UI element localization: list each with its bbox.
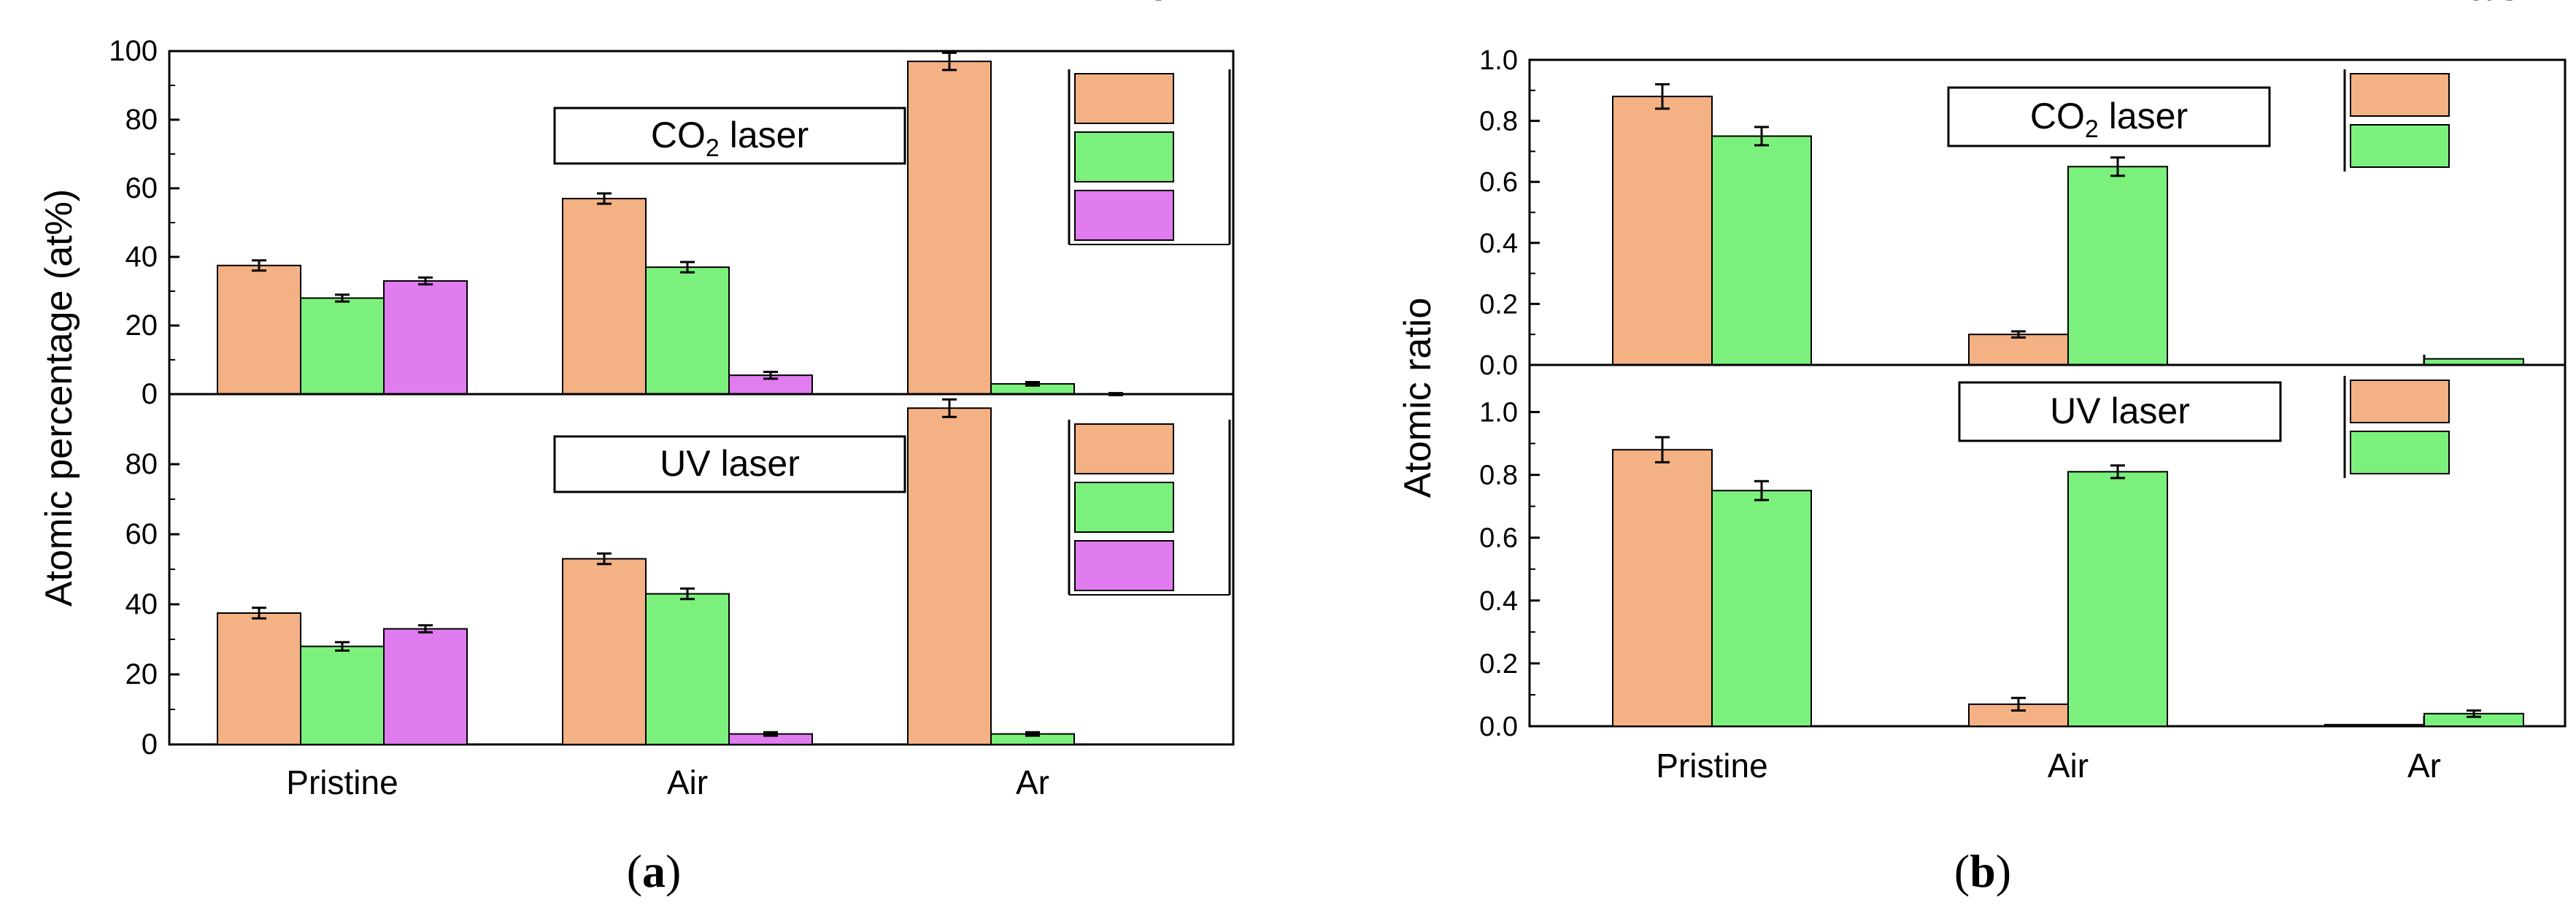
y-tick-label: 0.4 <box>1479 586 1518 617</box>
y-tick-label: 0.0 <box>1479 712 1518 742</box>
y-tick-label: 100 <box>109 35 158 67</box>
bar-OC-air <box>1968 334 2069 366</box>
subplot-title: UV laser <box>660 443 800 484</box>
legend: CNO <box>1068 0 1231 245</box>
y-tick-label: 40 <box>126 588 158 620</box>
category-label-ar: Ar <box>2407 747 2441 785</box>
bar-N-air <box>645 266 730 395</box>
category-label-ar: Ar <box>1016 763 1049 801</box>
y-tick-label: 0 <box>142 728 158 761</box>
bar-O-pristine <box>383 628 468 745</box>
legend-label: O/C <box>2464 0 2521 7</box>
bar-OC-ar <box>2324 723 2425 728</box>
y-tick-label: 0.0 <box>1479 350 1518 381</box>
y-tick-label: 0 <box>142 378 158 410</box>
bar-C-ar <box>907 61 992 395</box>
y-tick-label: 20 <box>126 658 158 690</box>
panel-a-chart: 0 20 40 60 80 100 CO2 laser CNO 0 20 40 60 80 UV lase… <box>38 0 1235 801</box>
legend: O/CN/C <box>2343 0 2521 478</box>
y-tick-label: 1.0 <box>1479 398 1518 428</box>
y-tick-label: 60 <box>126 518 158 550</box>
legend-swatch-NC <box>2350 124 2450 168</box>
subplot-co2: 0.0 0.2 0.4 0.6 0.8 1.0 CO2 laser O/CN/C <box>1479 0 2567 381</box>
legend-swatch-O <box>1074 540 1174 591</box>
y-axis-label: Atomic percentage (at%) <box>38 189 80 607</box>
subplot-title: CO2 laser <box>2030 96 2188 143</box>
panel-a-label: (a) <box>627 845 682 897</box>
subplot-title-box <box>1958 381 2282 442</box>
legend-label: N <box>1146 0 1171 8</box>
category-label-air: Air <box>667 763 708 801</box>
bar-N-pristine <box>300 297 385 395</box>
y-tick-label: 40 <box>126 241 158 273</box>
bar-NC-pristine <box>1711 135 1812 366</box>
y-tick-label: 0.6 <box>1479 167 1518 198</box>
bar-N-pristine <box>300 645 385 745</box>
bar-OC-pristine <box>1612 449 1713 728</box>
legend-swatch-N <box>1074 482 1174 533</box>
legend-label: N <box>1146 0 1171 8</box>
legend-swatch-C <box>1074 73 1174 124</box>
y-tick-label: 60 <box>126 172 158 204</box>
legend-swatch-NC <box>2350 431 2450 474</box>
y-tick-label: 0.6 <box>1479 523 1518 554</box>
y-tick-label: 80 <box>126 448 158 480</box>
subplot-title: UV laser <box>2050 390 2190 431</box>
bar-NC-air <box>2067 471 2168 727</box>
y-axis-label: Atomic ratio <box>1397 298 1439 498</box>
y-tick-label: 0.4 <box>1479 228 1518 259</box>
y-tick-label: 0.8 <box>1479 107 1518 137</box>
panel-b-label: (b) <box>1954 845 2011 897</box>
legend-label: N/C <box>2464 0 2520 7</box>
bar-C-ar <box>907 407 992 745</box>
bar-C-air <box>562 558 647 745</box>
legend-swatch-OC <box>2350 380 2450 423</box>
legend-label: N/C <box>2464 0 2520 7</box>
bar-O-pristine <box>383 280 468 395</box>
y-tick-label: 0.8 <box>1479 461 1518 491</box>
legend-label: O <box>1144 0 1171 8</box>
y-tick-label: 80 <box>126 104 158 136</box>
y-tick-label: 20 <box>126 309 158 342</box>
legend-swatch-N <box>1074 131 1174 182</box>
y-tick-label: 0.2 <box>1479 289 1518 320</box>
category-label-air: Air <box>2048 747 2089 785</box>
bar-N-air <box>645 593 730 745</box>
bar-C-pristine <box>217 612 301 745</box>
legend: CNO <box>1068 0 1231 596</box>
bar-OC-pristine <box>1612 96 1713 366</box>
subplot-title-box <box>553 107 906 165</box>
bar-NC-air <box>2067 166 2168 366</box>
category-label-pristine: Pristine <box>1656 747 1767 785</box>
subplot-title: CO2 laser <box>651 115 809 162</box>
legend: O/CN/C <box>2343 0 2521 172</box>
bar-C-air <box>562 198 647 395</box>
y-tick-label: 1.0 <box>1479 45 1518 76</box>
legend-swatch-OC <box>2350 73 2450 117</box>
legend-label: C <box>1146 0 1171 8</box>
bar-C-pristine <box>217 264 301 395</box>
legend-swatch-C <box>1074 423 1174 474</box>
legend-swatch-O <box>1074 190 1174 241</box>
subplot-title-box <box>553 435 906 493</box>
subplot-uv: 0 20 40 60 80 UV laser CNO <box>126 0 1235 761</box>
legend-label: O/C <box>2464 0 2521 7</box>
subplot-co2: 0 20 40 60 80 100 CO2 laser CNO <box>109 0 1235 410</box>
legend-label: C <box>1146 0 1171 8</box>
subplot-uv: 0.0 0.2 0.4 0.6 0.8 1.0 UV laser O/CN/C <box>1479 0 2567 742</box>
bar-NC-pristine <box>1711 490 1812 727</box>
category-label-pristine: Pristine <box>286 763 398 801</box>
subplot-title-box <box>1947 86 2271 147</box>
y-tick-label: 0.2 <box>1479 649 1518 679</box>
legend-label: O <box>1144 0 1171 8</box>
